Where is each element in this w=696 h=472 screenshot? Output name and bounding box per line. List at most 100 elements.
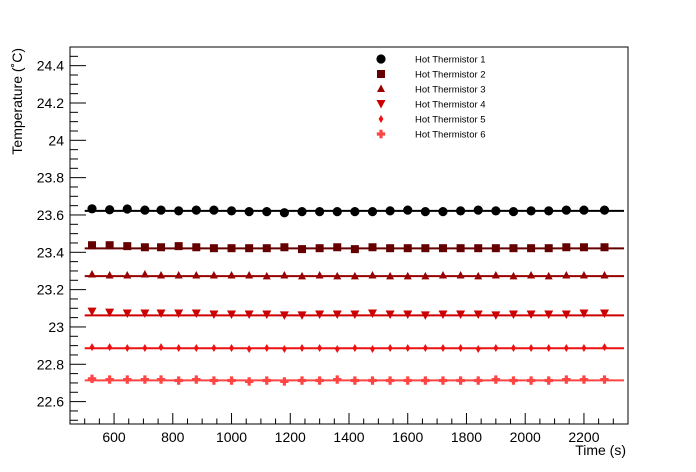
data-point xyxy=(438,244,447,253)
data-point xyxy=(89,343,95,352)
data-point xyxy=(156,375,166,384)
data-point xyxy=(140,309,150,319)
data-point xyxy=(226,206,237,216)
data-point xyxy=(244,377,254,386)
legend-marker xyxy=(376,100,386,109)
y-tick-label: 22.6 xyxy=(37,394,64,410)
data-point xyxy=(245,270,254,279)
data-point xyxy=(403,376,412,385)
y-axis: 22.6 22.8 23 23.2 23.4 23.6 23.8 24 24.2 24.4 xyxy=(37,46,86,421)
y-tick-label: 24.4 xyxy=(37,58,64,74)
data-point xyxy=(562,243,571,252)
data-point xyxy=(140,270,149,278)
data-point xyxy=(493,344,499,353)
data-point xyxy=(140,243,149,252)
data-point xyxy=(123,375,132,384)
data-point xyxy=(368,376,377,385)
legend-label: Hot Thermistor 1 xyxy=(415,55,486,66)
data-point xyxy=(527,244,536,253)
data-point xyxy=(386,244,395,253)
data-point xyxy=(474,271,483,280)
data-point xyxy=(474,376,483,385)
x-axis: 600 800 1000 1200 1400 1600 1800 2000 2200 xyxy=(84,413,614,445)
legend-marker xyxy=(376,129,386,139)
data-point xyxy=(262,271,271,280)
data-point xyxy=(350,310,360,319)
data-point xyxy=(420,207,430,217)
legend-label: Hot Thermistor 5 xyxy=(415,115,486,126)
data-point xyxy=(122,204,132,214)
data-point xyxy=(528,344,534,353)
data-point xyxy=(421,244,430,253)
data-point xyxy=(246,344,252,353)
data-point xyxy=(509,376,518,385)
data-point xyxy=(191,205,201,215)
data-point xyxy=(191,309,201,319)
data-point xyxy=(262,310,272,319)
data-point xyxy=(87,204,97,214)
data-point xyxy=(561,205,571,215)
data-point xyxy=(526,310,536,319)
y-tick-label: 23.6 xyxy=(37,207,64,223)
data-point xyxy=(367,207,378,217)
x-tick-label: 800 xyxy=(161,429,185,445)
data-point xyxy=(209,205,219,215)
data-point xyxy=(386,271,395,280)
data-point xyxy=(227,376,236,385)
data-point xyxy=(280,377,289,386)
data-point xyxy=(491,375,501,384)
data-point xyxy=(124,344,130,353)
data-point xyxy=(385,206,395,216)
data-point xyxy=(157,243,166,252)
data-point xyxy=(333,375,342,384)
legend-label: Hot Thermistor 6 xyxy=(415,130,486,141)
data-point xyxy=(158,343,164,352)
data-point xyxy=(456,310,466,319)
data-point xyxy=(333,271,342,280)
data-point xyxy=(561,310,571,319)
data-point xyxy=(508,310,518,319)
data-point xyxy=(174,376,183,385)
data-point xyxy=(526,376,536,385)
data-point xyxy=(456,270,465,279)
data-point xyxy=(600,243,609,252)
data-point xyxy=(579,205,589,215)
data-point xyxy=(350,245,359,254)
data-point xyxy=(509,244,518,253)
data-point xyxy=(403,205,413,215)
legend-marker xyxy=(377,84,385,92)
data-point xyxy=(176,344,182,353)
data-point xyxy=(105,308,115,318)
data-point xyxy=(88,241,97,250)
legend-label: Hot Thermistor 2 xyxy=(415,70,486,81)
data-point xyxy=(473,205,483,215)
data-point xyxy=(140,375,150,384)
data-point xyxy=(422,344,428,353)
data-point xyxy=(367,309,377,319)
data-point xyxy=(473,310,483,319)
data-point xyxy=(297,376,307,385)
x-tick-label: 1800 xyxy=(451,429,482,445)
data-point xyxy=(174,309,184,319)
data-point xyxy=(123,242,132,251)
x-tick-label: 2200 xyxy=(568,429,599,445)
x-tick-label: 2000 xyxy=(510,429,541,445)
data-point xyxy=(262,207,272,217)
data-point xyxy=(420,311,430,320)
data-point xyxy=(315,244,324,253)
data-point xyxy=(403,244,412,253)
data-point xyxy=(227,270,236,279)
data-point xyxy=(579,375,589,384)
data-point xyxy=(298,245,307,254)
data-point xyxy=(350,271,359,280)
data-point xyxy=(262,376,271,385)
data-point xyxy=(105,270,114,279)
data-point xyxy=(385,310,395,319)
y-axis-title: Temperature (˚C) xyxy=(9,48,25,155)
data-point xyxy=(350,207,360,217)
data-point xyxy=(350,376,360,385)
data-point xyxy=(279,311,289,320)
fit-lines xyxy=(84,209,624,382)
data-point xyxy=(458,344,463,353)
